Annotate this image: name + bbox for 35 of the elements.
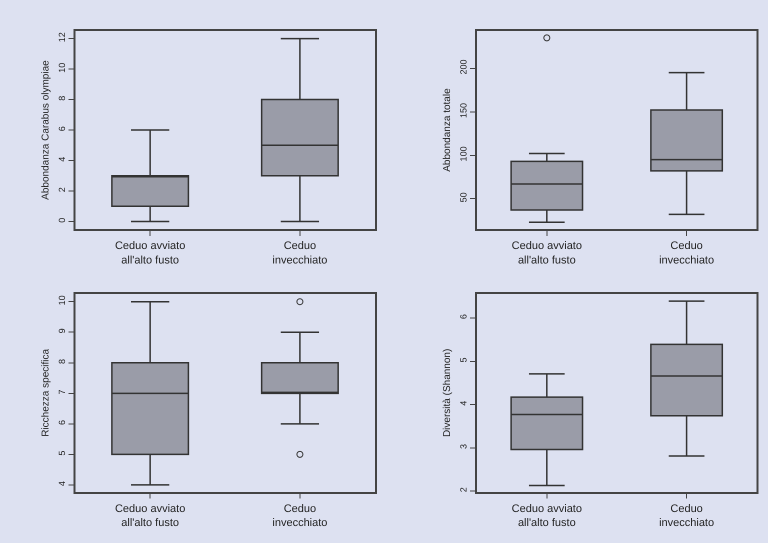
y-tick-label: 4 <box>56 481 67 486</box>
x-tick-label: Ceduo invecchiato <box>659 240 714 266</box>
y-tick-label: 10 <box>56 62 67 73</box>
y-tick-label: 100 <box>458 146 469 162</box>
y-tick-label: 12 <box>56 32 67 42</box>
x-tick-label: Ceduo avviato all'alto fusto <box>512 240 582 266</box>
y-tick-label: 3 <box>458 444 469 449</box>
y-tick-label: 4 <box>458 400 469 406</box>
y-tick-label: 6 <box>56 126 67 132</box>
y-tick-label: 50 <box>458 192 469 202</box>
y-tick-label: 6 <box>56 420 67 426</box>
x-tick-label: Ceduo invecchiato <box>272 502 328 530</box>
y-axis-title: Diversità (Shannon) <box>442 348 454 438</box>
y-tick-label: 2 <box>458 487 469 492</box>
y-axis-title: Ricchezza specifica <box>40 348 52 437</box>
y-tick-label: 4 <box>56 156 67 162</box>
x-tick-label: Ceduo avviato all'alto fusto <box>114 240 186 266</box>
x-tick-label: Ceduo avviato all'alto fusto <box>512 502 582 530</box>
x-tick-label: Ceduo invecchiato <box>272 240 328 266</box>
y-tick-label: 200 <box>458 59 469 74</box>
y-tick-label: 5 <box>458 357 469 362</box>
y-tick-label: 10 <box>56 295 67 306</box>
y-tick-label: 8 <box>56 96 67 101</box>
y-tick-label: 6 <box>458 314 469 320</box>
x-tick-label: Ceduo invecchiato <box>659 502 714 530</box>
x-tick-label: Ceduo avviato all'alto fusto <box>114 502 186 530</box>
y-tick-label: 0 <box>56 218 67 223</box>
y-axis-title: Abbondanza Carabus olympiae <box>40 60 52 200</box>
y-tick-label: 7 <box>56 389 67 394</box>
y-axis-title: Abbondanza totale <box>442 88 454 172</box>
y-tick-label: 9 <box>56 328 67 334</box>
y-tick-label: 2 <box>56 187 67 192</box>
y-tick-label: 150 <box>458 102 469 118</box>
y-tick-label: 8 <box>56 358 67 364</box>
y-tick-label: 5 <box>56 450 67 456</box>
